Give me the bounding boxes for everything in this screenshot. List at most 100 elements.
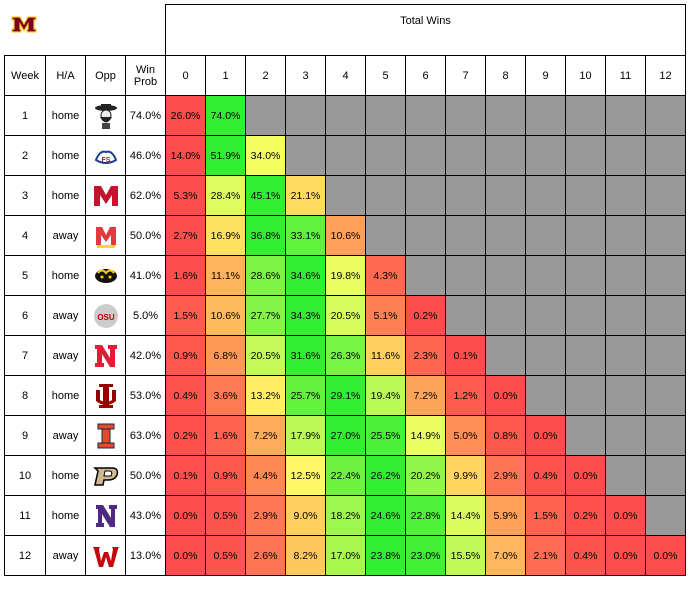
unavailable-cell bbox=[605, 95, 646, 136]
svg-text:OSU: OSU bbox=[97, 313, 115, 322]
unavailable-cell bbox=[525, 295, 566, 336]
unavailable-cell bbox=[565, 175, 606, 216]
unavailable-cell bbox=[445, 295, 486, 336]
heatmap-cell: 9.0% bbox=[285, 495, 326, 536]
ha-cell: home bbox=[45, 175, 86, 216]
heatmap-cell: 4.3% bbox=[365, 255, 406, 296]
win-prob-cell: 41.0% bbox=[125, 255, 166, 296]
heatmap-cell: 5.1% bbox=[365, 295, 406, 336]
wins-column-header: 1 bbox=[205, 55, 246, 96]
heatmap-cell: 9.9% bbox=[445, 455, 486, 496]
heatmap-cell: 7.2% bbox=[405, 375, 446, 416]
heatmap-cell: 19.4% bbox=[365, 375, 406, 416]
unavailable-cell bbox=[645, 375, 686, 416]
heatmap-cell: 0.2% bbox=[405, 295, 446, 336]
wins-column-header: 3 bbox=[285, 55, 326, 96]
unavailable-cell bbox=[485, 295, 526, 336]
heatmap-cell: 36.8% bbox=[245, 215, 286, 256]
unavailable-cell bbox=[645, 255, 686, 296]
heatmap-cell: 0.0% bbox=[525, 415, 566, 456]
unavailable-cell bbox=[605, 215, 646, 256]
unavailable-cell bbox=[405, 135, 446, 176]
opp-logo-cell bbox=[85, 215, 126, 256]
heatmap-cell: 11.6% bbox=[365, 335, 406, 376]
heatmap-cell: 34.0% bbox=[245, 135, 286, 176]
heatmap-cell: 28.4% bbox=[205, 175, 246, 216]
week-row: 2 home FS 46.0% 14.0% 51.9% 34.0% bbox=[4, 135, 686, 176]
unavailable-cell bbox=[645, 455, 686, 496]
week-header: Week bbox=[4, 55, 46, 96]
indiana-logo-icon bbox=[95, 383, 116, 408]
unavailable-cell bbox=[445, 175, 486, 216]
unavailable-cell bbox=[525, 135, 566, 176]
unavailable-cell bbox=[565, 335, 606, 376]
win-prob-cell: 74.0% bbox=[125, 95, 166, 136]
heatmap-cell: 0.4% bbox=[525, 455, 566, 496]
heatmap-cell: 74.0% bbox=[205, 95, 246, 136]
ha-cell: away bbox=[45, 295, 86, 336]
week-cell: 7 bbox=[4, 335, 46, 376]
heatmap-cell: 12.5% bbox=[285, 455, 326, 496]
unavailable-cell bbox=[645, 415, 686, 456]
heatmap-cell: 20.5% bbox=[245, 335, 286, 376]
unavailable-cell bbox=[485, 135, 526, 176]
heatmap-cell: 14.9% bbox=[405, 415, 446, 456]
unavailable-cell bbox=[485, 255, 526, 296]
heatmap-cell: 0.0% bbox=[165, 535, 206, 576]
fresno-state-logo-icon: FS bbox=[94, 150, 117, 164]
unavailable-cell bbox=[565, 95, 606, 136]
heatmap-cell: 0.2% bbox=[565, 495, 606, 536]
week-cell: 4 bbox=[4, 215, 46, 256]
heatmap-cell: 27.7% bbox=[245, 295, 286, 336]
heatmap-cell: 1.2% bbox=[445, 375, 486, 416]
heatmap-cell: 0.1% bbox=[165, 455, 206, 496]
heatmap-cell: 5.9% bbox=[485, 495, 526, 536]
heatmap-cell: 1.5% bbox=[525, 495, 566, 536]
opp-logo-cell bbox=[85, 455, 126, 496]
heatmap-cell: 7.2% bbox=[245, 415, 286, 456]
heatmap-cell: 51.9% bbox=[205, 135, 246, 176]
win-prob-cell: 63.0% bbox=[125, 415, 166, 456]
ha-header: H/A bbox=[45, 55, 86, 96]
minnesota-m-logo-icon bbox=[10, 15, 37, 33]
unavailable-cell bbox=[405, 175, 446, 216]
heatmap-cell: 23.8% bbox=[365, 535, 406, 576]
unavailable-cell bbox=[605, 295, 646, 336]
heatmap-cell: 31.6% bbox=[285, 335, 326, 376]
heatmap-cell: 1.6% bbox=[165, 255, 206, 296]
unavailable-cell bbox=[325, 95, 366, 136]
heatmap-cell: 45.1% bbox=[245, 175, 286, 216]
unavailable-cell bbox=[365, 135, 406, 176]
unavailable-cell bbox=[285, 135, 326, 176]
unavailable-cell bbox=[405, 95, 446, 136]
ha-cell: away bbox=[45, 335, 86, 376]
heatmap-cell: 25.5% bbox=[365, 415, 406, 456]
opp-logo-cell bbox=[85, 495, 126, 536]
unavailable-cell bbox=[485, 335, 526, 376]
heatmap-cell: 14.0% bbox=[165, 135, 206, 176]
wins-column-header: 10 bbox=[565, 55, 606, 96]
maryland-logo-icon bbox=[92, 222, 119, 249]
wins-column-header: 0 bbox=[165, 55, 206, 96]
unavailable-cell bbox=[565, 215, 606, 256]
wins-column-header: 11 bbox=[605, 55, 646, 96]
unavailable-cell bbox=[365, 215, 406, 256]
unavailable-cell bbox=[365, 95, 406, 136]
week-cell: 6 bbox=[4, 295, 46, 336]
week-cell: 2 bbox=[4, 135, 46, 176]
heatmap-cell: 34.6% bbox=[285, 255, 326, 296]
unavailable-cell bbox=[325, 175, 366, 216]
week-row: 6 away OSU 5.0% 1.5% 10.6% 27.7% 34.3% 20.5% 5.1%… bbox=[4, 295, 686, 336]
unavailable-cell bbox=[605, 175, 646, 216]
week-cell: 1 bbox=[4, 95, 46, 136]
unavailable-cell bbox=[645, 335, 686, 376]
unavailable-cell bbox=[445, 135, 486, 176]
unavailable-cell bbox=[605, 375, 646, 416]
week-cell: 3 bbox=[4, 175, 46, 216]
win-prob-cell: 5.0% bbox=[125, 295, 166, 336]
heatmap-cell: 17.9% bbox=[285, 415, 326, 456]
heatmap-cell: 1.5% bbox=[165, 295, 206, 336]
unavailable-cell bbox=[645, 95, 686, 136]
win-prob-cell: 13.0% bbox=[125, 535, 166, 576]
